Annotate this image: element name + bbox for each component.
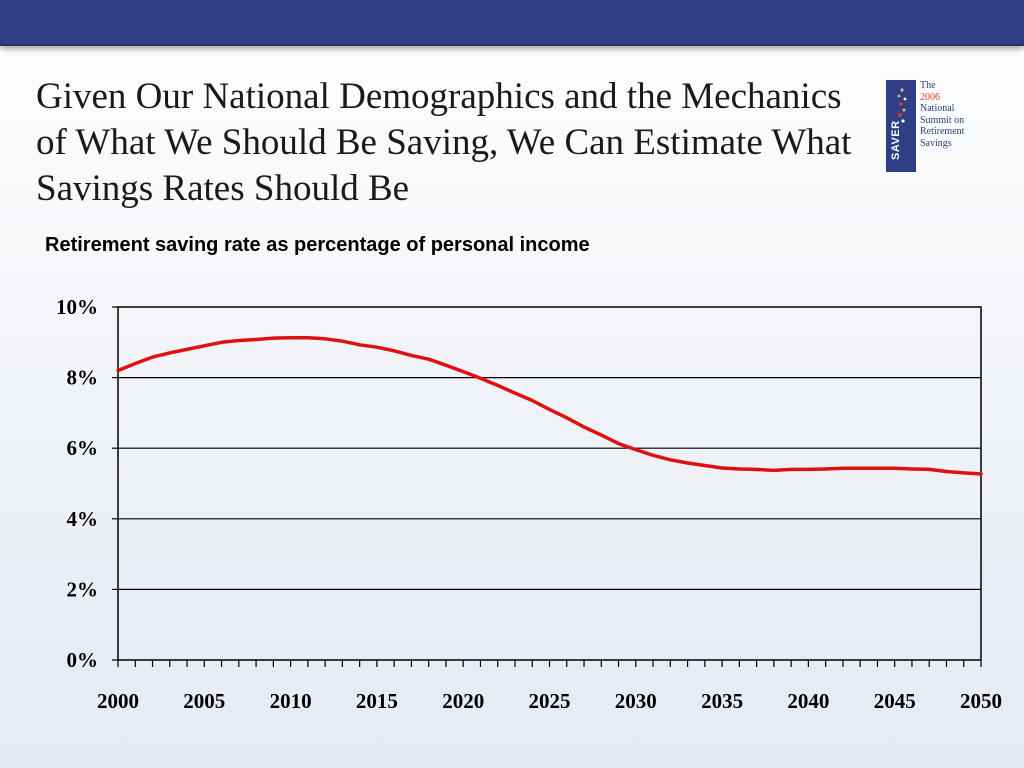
x-axis-ticks [117, 660, 982, 667]
summit-logo: SAVER The 2006 National Summit on Retire… [886, 80, 986, 172]
logo-line: Retirement [920, 126, 965, 137]
x-tick-label: 2015 [356, 689, 398, 713]
x-axis-labels: 2000 2005 2010 2015 2020 2025 2030 2035 2040 2045… [97, 689, 1002, 713]
y-tick-label: 4% [67, 507, 99, 531]
logo-line: 2006 [920, 91, 940, 103]
logo-line: National [920, 103, 955, 114]
x-tick-label: 2025 [529, 689, 571, 713]
x-tick-label: 2040 [787, 689, 829, 713]
x-tick-label: 2010 [270, 689, 312, 713]
x-tick-label: 2035 [701, 689, 743, 713]
x-tick-label: 2050 [960, 689, 1002, 713]
slide-title: Given Our National Demographics and the … [36, 76, 852, 209]
logo-dots-icon [897, 88, 907, 123]
y-tick-label: 6% [67, 436, 99, 460]
logo-line: Savings [920, 137, 952, 149]
y-tick-label: 2% [67, 577, 99, 601]
chart-title: Retirement saving rate as percentage of … [45, 234, 590, 256]
logo-line: Summit on [920, 114, 965, 126]
plot-frame [117, 306, 982, 661]
header-bar [0, 0, 1024, 46]
x-tick-label: 2030 [615, 689, 657, 713]
y-axis-labels: 0% 2% 4% 6% 8% 10% [56, 295, 98, 672]
logo-text: The 2006 National Summit on Retirement S… [920, 80, 964, 149]
line-chart: 0%2%4%6%8%10% 2000 2005 2010 2015 2020 2025 20… [56, 295, 1002, 713]
x-tick-label: 2005 [183, 689, 225, 713]
x-tick-label: 2000 [97, 689, 139, 713]
gridlines [112, 306, 981, 661]
logo-saver-text: SAVER [890, 120, 902, 160]
y-tick-label: 0% [67, 648, 99, 672]
series-layer [116, 335, 983, 476]
x-tick-label: 2045 [874, 689, 916, 713]
series-line [116, 335, 983, 476]
logo-line: The [920, 80, 936, 91]
logo-mark: SAVER [886, 80, 916, 172]
y-tick-label: 10% [56, 295, 98, 319]
x-tick-label: 2020 [442, 689, 484, 713]
y-tick-label: 8% [67, 366, 99, 390]
